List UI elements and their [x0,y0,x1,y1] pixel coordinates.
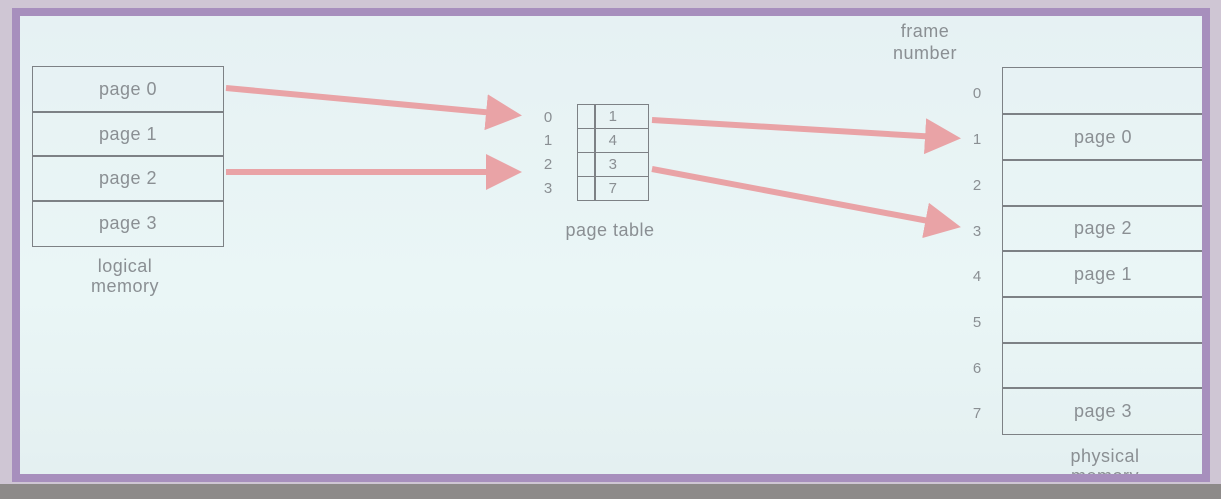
frame-number-6: 6 [972,360,982,377]
frame-3: page 2 [1002,205,1202,252]
frame-number-label: frame number [892,21,958,63]
frame-1: page 0 [1002,113,1202,161]
frame-0 [1002,67,1202,115]
page-table-index-2: 2 [543,156,553,173]
logical-page-0: page 0 [32,66,224,113]
frame-6 [1002,342,1202,389]
logical-page-3: page 3 [32,200,224,247]
logical-memory-label: logical memory [90,256,159,296]
mapping-arrows [225,85,961,239]
frame-number-4: 4 [972,268,982,285]
frame-7: page 3 [1002,387,1202,435]
arrow-page0-to-table [225,85,522,131]
frame-4: page 1 [1002,250,1202,298]
floor-strip [0,484,1221,499]
arrow-entry2-to-frame3 [651,166,961,239]
physical-memory-label: physical memory [1070,446,1140,482]
frame-5 [1002,296,1202,344]
logical-page-2: page 2 [32,155,224,202]
page-table-index-0: 0 [543,109,553,126]
page-table-index-3: 3 [543,180,553,197]
paging-diagram: page 0 page 1 page 2 page 3 logical memo… [20,16,1202,474]
arrow-entry0-to-frame1 [651,117,961,155]
frame-number-5: 5 [972,314,982,331]
frame-number-0: 0 [972,85,982,102]
frame-number-2: 2 [972,177,982,194]
page-table-entry-3: 7 [577,176,649,201]
logical-page-1: page 1 [32,111,224,157]
page-table-label: page table [565,220,655,240]
frame-number-1: 1 [972,131,982,148]
page-table-divider [594,104,596,201]
page-table-index-1: 1 [543,132,553,149]
frame-number-7: 7 [972,405,982,422]
slide-frame: page 0 page 1 page 2 page 3 logical memo… [12,8,1210,482]
frame-number-3: 3 [972,223,982,240]
frame-2 [1002,159,1202,207]
